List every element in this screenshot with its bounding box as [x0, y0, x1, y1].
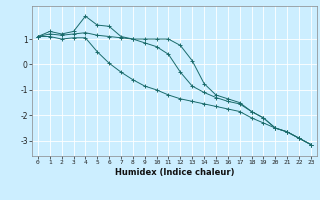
X-axis label: Humidex (Indice chaleur): Humidex (Indice chaleur) [115, 168, 234, 177]
